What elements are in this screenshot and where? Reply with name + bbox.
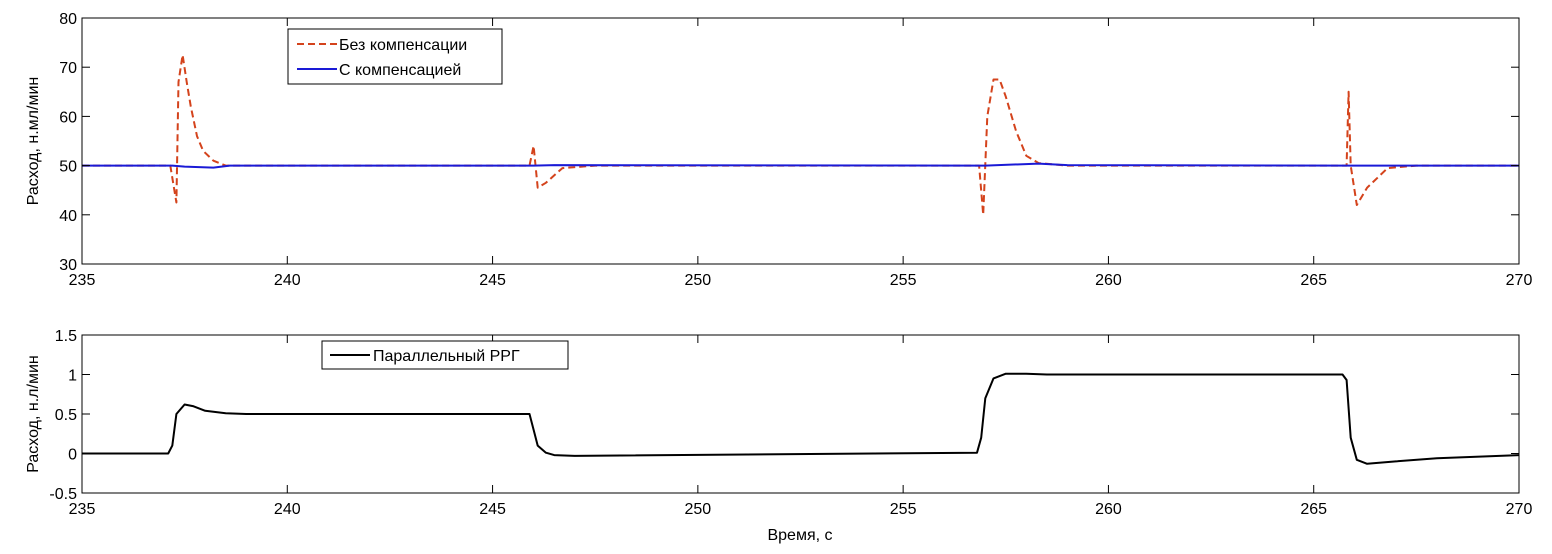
y-tick-label-0-4: 70 [59, 60, 77, 77]
top-plot-series [82, 53, 1519, 216]
y-tick-label-1-4: 1.5 [55, 328, 77, 345]
series-line-1-0 [82, 372, 1520, 465]
x-tick-label-0-4: 255 [890, 272, 917, 289]
series-line-0-1 [82, 162, 1519, 169]
x-tick-label-0-0: 235 [69, 272, 96, 289]
y-tick-label-1-2: 0.5 [55, 407, 77, 424]
x-tick-label-1-5: 260 [1095, 501, 1122, 518]
y-tick-label-0-5: 80 [59, 11, 77, 28]
y-tick-label-0-2: 50 [59, 159, 77, 176]
y-tick-label-1-3: 1 [68, 368, 77, 385]
bottom-y-axis-label: Расход, н.л/мин [25, 355, 42, 472]
x-tick-label-1-0: 235 [69, 501, 96, 518]
legend-label-s-kompensaciei: С компенсацией [339, 62, 461, 79]
x-tick-label-0-1: 240 [274, 272, 301, 289]
x-tick-label-0-3: 250 [685, 272, 712, 289]
x-tick-label-1-6: 265 [1300, 501, 1327, 518]
x-tick-label-1-1: 240 [274, 501, 301, 518]
bottom-subplot: 235 240 245 250 255 260 265 270 -0.5 0 0.5 1 1.5 Рас… [25, 328, 1532, 544]
top-y-axis-label: Расход, н.мл/мин [25, 77, 42, 205]
x-tick-label-0-5: 260 [1095, 272, 1122, 289]
top-legend: Без компенсации С компенсацией [287, 28, 503, 85]
top-axis-ticks: 235 240 245 250 255 260 265 270 30 40 50 60 70 80 [59, 11, 1532, 289]
bottom-legend: Параллельный РРГ [321, 340, 569, 370]
x-tick-label-0-7: 270 [1506, 272, 1533, 289]
bottom-x-axis-label: Время, с [767, 527, 832, 544]
y-tick-label-0-1: 40 [59, 208, 77, 225]
x-tick-label-0-6: 265 [1300, 272, 1327, 289]
y-tick-label-0-3: 60 [59, 109, 77, 126]
top-subplot: 235 240 245 250 255 260 265 270 30 40 50 60 70 80 Рас… [25, 11, 1532, 289]
x-tick-label-0-2: 245 [479, 272, 506, 289]
legend-label-bez-kompensacii: Без компенсации [339, 37, 467, 54]
x-tick-label-1-7: 270 [1506, 501, 1533, 518]
top-legend-box [287, 28, 503, 85]
bottom-plot-series [82, 372, 1520, 465]
y-tick-label-1-0: -0.5 [49, 486, 77, 503]
top-plot-frame [81, 17, 1520, 265]
y-tick-label-1-1: 0 [68, 447, 77, 464]
legend-label-parallelnyi-rrg: Параллельный РРГ [373, 348, 520, 365]
x-tick-label-1-3: 250 [685, 501, 712, 518]
bottom-axis-ticks: 235 240 245 250 255 260 265 270 -0.5 0 0.5 1 1.5 [49, 328, 1532, 518]
x-tick-label-1-2: 245 [479, 501, 506, 518]
x-tick-label-1-4: 255 [890, 501, 917, 518]
y-tick-label-0-0: 30 [59, 257, 77, 274]
